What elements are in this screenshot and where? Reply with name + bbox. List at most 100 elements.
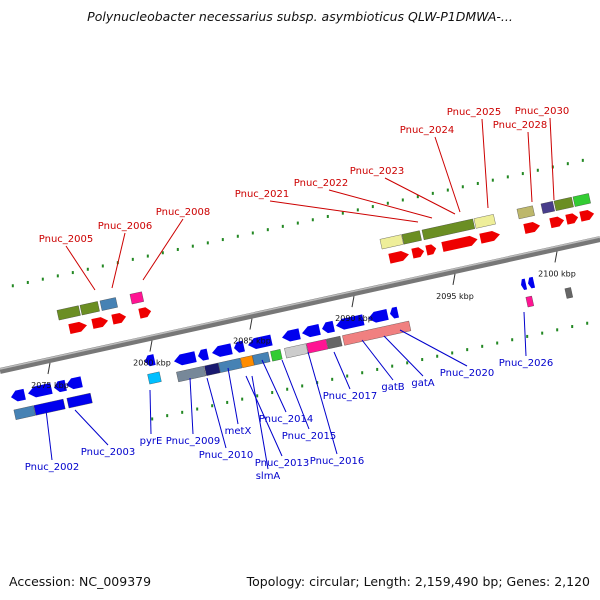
ruler-tick-label: 2100 kbp	[538, 269, 576, 278]
forward-cog	[553, 196, 574, 211]
forward-gene	[138, 307, 152, 319]
reverse-gene	[234, 340, 245, 353]
reverse-leader	[251, 375, 269, 470]
guide-dot	[466, 348, 469, 352]
reverse-gene	[322, 320, 335, 334]
guide-dot	[341, 211, 344, 215]
reverse-label: metX	[225, 426, 252, 437]
guide-dot	[221, 238, 224, 242]
reverse-leader	[227, 367, 239, 425]
reverse-gene-arrow	[368, 309, 389, 323]
reverse-cog-body	[66, 392, 93, 409]
guide-dot	[86, 267, 89, 271]
guide-dot	[206, 241, 209, 245]
dotted-track-guides	[11, 158, 589, 421]
forward-gene-arrow	[479, 231, 500, 244]
forward-label: Pnuc_2006	[98, 221, 152, 232]
forward-gene	[411, 247, 425, 259]
backbone-line	[0, 236, 600, 374]
map-title: Polynucleobacter necessarius subsp. asym…	[87, 9, 513, 24]
forward-gene-arrow	[579, 209, 595, 222]
ruler-tick-label: 2090 kbp	[335, 314, 373, 323]
guide-dot	[296, 221, 299, 225]
reverse-cog-body	[176, 365, 207, 383]
reverse-label: Pnuc_2015	[282, 431, 336, 442]
reverse-gene	[521, 278, 528, 290]
guide-dot	[566, 162, 569, 166]
guide-dot	[581, 158, 584, 162]
reverse-cog	[204, 362, 221, 376]
forward-cog	[129, 291, 144, 305]
gene-features	[11, 193, 595, 420]
forward-label: Pnuc_2028	[493, 120, 547, 131]
forward-leader	[142, 218, 184, 281]
forward-gene	[579, 209, 595, 222]
forward-gene	[565, 213, 579, 225]
reverse-cog	[284, 343, 309, 359]
reverse-cog	[13, 405, 36, 420]
ruler-tick	[47, 362, 51, 375]
guide-dot	[11, 284, 14, 288]
guide-dot	[511, 338, 514, 342]
reverse-cog	[218, 357, 243, 373]
guide-dot	[151, 417, 154, 421]
forward-leader	[384, 177, 456, 215]
forward-leader	[111, 232, 126, 289]
reverse-label: Pnuc_2017	[323, 391, 377, 402]
forward-leader	[328, 189, 433, 219]
reverse-leader	[281, 359, 310, 430]
gene-labels: Pnuc_2005 Pnuc_2006 Pnuc_2008 Pnuc_2021 Pnuc…	[25, 106, 569, 482]
reverse-gene	[11, 388, 26, 402]
guide-dot	[391, 364, 394, 368]
forward-cog-body	[56, 305, 81, 321]
guide-dot	[236, 234, 239, 238]
guide-dot	[401, 198, 404, 202]
guide-dot	[526, 334, 529, 338]
guide-dot	[481, 344, 484, 348]
guide-dot	[356, 208, 359, 212]
reverse-cog	[66, 392, 93, 409]
forward-gene-arrow	[411, 247, 425, 259]
forward-cog	[516, 205, 535, 220]
reverse-gene-arrow	[54, 379, 67, 393]
reverse-gene-arrow	[28, 382, 53, 398]
reverse-gene-arrow	[198, 348, 209, 361]
forward-label: Pnuc_2008	[156, 207, 210, 218]
reverse-gene-arrow	[248, 334, 273, 349]
guide-dot	[211, 404, 214, 408]
guide-dot	[371, 205, 374, 209]
reverse-leader	[74, 409, 109, 446]
forward-gene	[425, 244, 437, 256]
topology-text: Topology: circular; Length: 2,159,490 bp…	[246, 574, 590, 589]
guide-dot	[431, 191, 434, 195]
reverse-leader	[361, 339, 394, 381]
guide-dot	[461, 185, 464, 189]
ruler-tick	[249, 318, 253, 330]
reverse-gene-arrow	[521, 278, 528, 290]
guide-dot	[436, 354, 439, 358]
reverse-gene-arrow	[336, 314, 365, 330]
forward-cog	[99, 297, 118, 311]
reverse-gene	[528, 276, 536, 289]
ruler-tick	[452, 273, 456, 285]
guide-dot	[556, 328, 559, 332]
reverse-gene	[28, 382, 53, 398]
guide-dot	[311, 218, 314, 222]
forward-gene	[523, 222, 541, 234]
guide-dot	[491, 178, 494, 182]
guide-dot	[536, 168, 539, 172]
reverse-gene	[248, 334, 273, 349]
reverse-gene	[66, 376, 83, 390]
forward-gene-arrow	[565, 213, 579, 225]
guide-dot	[376, 367, 379, 371]
reverse-gene	[174, 351, 197, 366]
reverse-label: Pnuc_2016	[310, 456, 364, 467]
guide-dot	[541, 331, 544, 335]
accession-text: Accession: NC_009379	[9, 574, 152, 589]
forward-cog-body	[473, 214, 496, 229]
reverse-cog-body	[270, 349, 283, 362]
ruler-tick-label: 2085 kbp	[233, 337, 271, 346]
forward-gene-arrow	[68, 321, 87, 334]
guide-dot	[506, 175, 509, 179]
